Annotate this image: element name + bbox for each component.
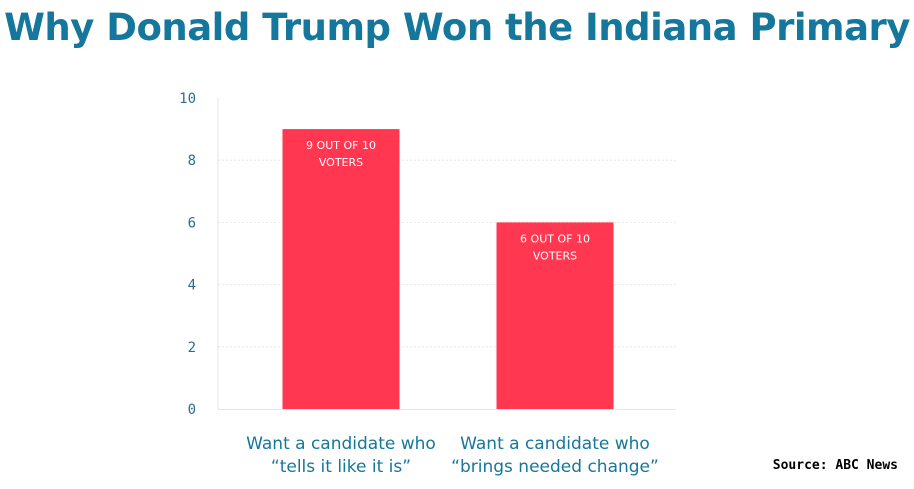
source-note: Source: ABC News: [772, 458, 898, 473]
axes: 0 2 4 6 8 10: [179, 91, 676, 418]
x-category-label: “brings needed change”: [451, 457, 659, 477]
y-tick-label: 8: [188, 153, 196, 169]
bar: [496, 222, 614, 409]
y-tick-label: 0: [188, 402, 196, 418]
x-category-label: Want a candidate who: [460, 434, 650, 454]
y-tick-label: 10: [179, 91, 196, 107]
y-tick-label: 2: [188, 340, 196, 356]
bar-data-label: VOTERS: [533, 249, 577, 262]
y-tick-label: 4: [188, 278, 196, 294]
bar-data-label: 9 OUT OF 10: [306, 139, 376, 152]
labels: 9 OUT OF 10 VOTERS Want a candidate who “te…: [246, 139, 659, 477]
bars: [282, 129, 614, 409]
page-title: Why Donald Trump Won the Indiana Primary: [4, 6, 910, 49]
x-category-label: “tells it like it is”: [271, 457, 411, 477]
x-category-label: Want a candidate who: [246, 434, 436, 454]
bar-data-label: VOTERS: [319, 156, 363, 169]
y-tick-label: 6: [188, 215, 196, 231]
bar: [282, 129, 400, 409]
bar-data-label: 6 OUT OF 10: [520, 232, 590, 245]
